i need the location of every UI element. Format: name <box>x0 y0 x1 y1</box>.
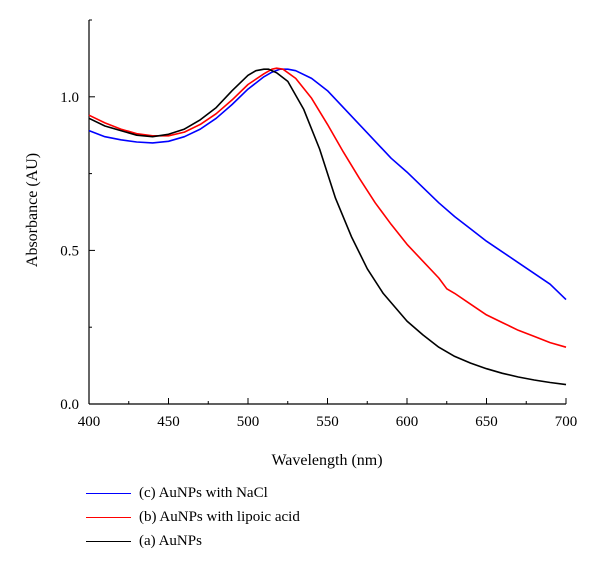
x-tick-label: 700 <box>555 414 578 430</box>
y-axis-title: Absorbance (AU) <box>24 153 41 267</box>
y-tick-label: 1.0 <box>60 90 79 106</box>
x-axis-title: Wavelength (nm) <box>271 452 382 469</box>
x-tick-label: 400 <box>78 414 101 430</box>
legend-label: (b) AuNPs with lipoic acid <box>139 509 300 525</box>
legend-swatch-black <box>86 540 131 542</box>
legend-label: (c) AuNPs with NaCl <box>139 485 268 501</box>
y-tick-label: 0.5 <box>60 243 79 259</box>
legend-item-aunps: (a) AuNPs <box>86 529 300 553</box>
series-line-nacl <box>88 68 567 301</box>
y-tick-label: 0.0 <box>60 397 79 413</box>
series-line-lipoic-acid <box>88 67 567 348</box>
chart-series <box>88 67 567 386</box>
legend-swatch-blue <box>86 492 131 494</box>
x-tick-label: 500 <box>237 414 260 430</box>
x-tick-label: 650 <box>475 414 498 430</box>
x-tick-label: 600 <box>396 414 419 430</box>
legend-label: (a) AuNPs <box>139 533 202 549</box>
chart-axes <box>88 20 566 405</box>
legend-item-nacl: (c) AuNPs with NaCl <box>86 481 300 505</box>
chart-legend: (c) AuNPs with NaCl (b) AuNPs with lipoi… <box>86 481 300 553</box>
legend-swatch-red <box>86 516 131 518</box>
chart-ticks: 400 450 500 550 600 650 700 0.0 0.5 1.0 <box>60 19 578 430</box>
x-tick-label: 450 <box>157 414 180 430</box>
x-tick-label: 550 <box>316 414 339 430</box>
legend-item-lipoic-acid: (b) AuNPs with lipoic acid <box>86 505 300 529</box>
series-line-aunps <box>88 68 567 386</box>
